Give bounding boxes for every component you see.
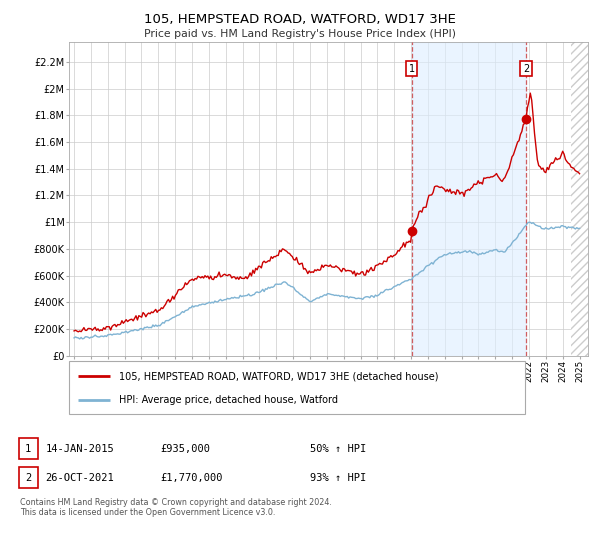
Text: £1,770,000: £1,770,000 [161, 473, 223, 483]
Text: 1: 1 [409, 64, 415, 74]
Text: 105, HEMPSTEAD ROAD, WATFORD, WD17 3HE: 105, HEMPSTEAD ROAD, WATFORD, WD17 3HE [144, 13, 456, 26]
Text: 2: 2 [25, 473, 31, 483]
Text: 1: 1 [25, 444, 31, 454]
Text: 93% ↑ HPI: 93% ↑ HPI [310, 473, 366, 483]
Text: Contains HM Land Registry data © Crown copyright and database right 2024.
This d: Contains HM Land Registry data © Crown c… [20, 498, 332, 517]
FancyBboxPatch shape [19, 438, 38, 459]
Text: HPI: Average price, detached house, Watford: HPI: Average price, detached house, Watf… [119, 394, 338, 404]
Text: £935,000: £935,000 [161, 444, 211, 454]
Text: 50% ↑ HPI: 50% ↑ HPI [310, 444, 366, 454]
Text: 105, HEMPSTEAD ROAD, WATFORD, WD17 3HE (detached house): 105, HEMPSTEAD ROAD, WATFORD, WD17 3HE (… [119, 371, 439, 381]
FancyBboxPatch shape [69, 361, 525, 414]
Text: 26-OCT-2021: 26-OCT-2021 [46, 473, 115, 483]
Text: 2: 2 [523, 64, 529, 74]
Text: Price paid vs. HM Land Registry's House Price Index (HPI): Price paid vs. HM Land Registry's House … [144, 29, 456, 39]
Bar [412, 42, 526, 356]
FancyBboxPatch shape [19, 468, 38, 488]
Bar [571, 42, 596, 356]
Text: 14-JAN-2015: 14-JAN-2015 [46, 444, 115, 454]
